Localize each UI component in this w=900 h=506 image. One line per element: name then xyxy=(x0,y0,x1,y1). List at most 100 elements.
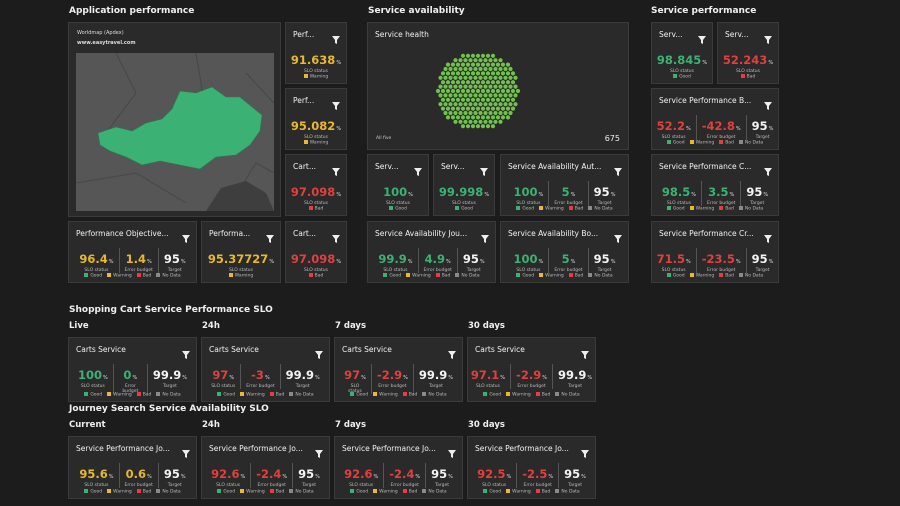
slo-tile[interactable]: Service Availability Bo... 100% SLO status… xyxy=(500,221,629,283)
metric: 95% Target xyxy=(425,463,458,488)
slo-tile[interactable]: Service Availability Jou... 99.9% SLO stat… xyxy=(367,221,496,283)
filter-icon[interactable] xyxy=(698,29,706,48)
legend-label: Bad xyxy=(541,392,551,397)
slo-tile[interactable]: Serv... 98.845% SLO status Good xyxy=(651,22,713,84)
filter-icon[interactable] xyxy=(315,344,323,363)
slo-tile[interactable]: Cart... 97.098% SLO status Bad xyxy=(285,154,347,216)
slo-tile[interactable]: Carts Service 100% SLO status 0% Error budge… xyxy=(68,337,197,402)
filter-icon[interactable] xyxy=(182,443,190,462)
metric-unit: % xyxy=(315,474,320,480)
metric-value: 52.2 xyxy=(656,119,685,133)
slo-tile[interactable]: Perf... 95.082% SLO status Warning xyxy=(285,88,347,150)
service-dot xyxy=(458,110,463,116)
filter-icon[interactable] xyxy=(481,228,489,247)
legend-item: No Data xyxy=(422,488,447,494)
service-dot xyxy=(465,124,471,129)
filter-icon[interactable] xyxy=(480,161,488,180)
service-dot xyxy=(453,58,458,63)
filter-icon[interactable] xyxy=(614,161,622,180)
legend-swatch xyxy=(689,205,694,210)
slo-tile[interactable]: Performa... 95.37727% SLO status Warning xyxy=(201,221,281,283)
filter-icon[interactable] xyxy=(581,344,589,363)
tile-title: Service Performance Jo... xyxy=(475,444,569,453)
filter-icon[interactable] xyxy=(332,29,340,48)
metric-label: SLO status xyxy=(666,201,691,206)
slo-tile[interactable]: Perf... 91.638% SLO status Warning xyxy=(285,22,347,84)
metric: 92.5% SLO status xyxy=(472,463,516,488)
service-dot xyxy=(505,115,511,120)
metric: 95% Target xyxy=(292,463,325,488)
service-dot xyxy=(465,97,471,102)
filter-icon[interactable] xyxy=(448,344,456,363)
filter-icon[interactable] xyxy=(448,443,456,462)
metric-label: Target xyxy=(302,483,316,488)
filter-icon[interactable] xyxy=(332,95,340,114)
filter-icon[interactable] xyxy=(332,228,340,247)
legend-item: Good xyxy=(455,205,473,211)
slo-tile[interactable]: Carts Service 97% SLO status -2.9% Error bud… xyxy=(334,337,463,402)
slo-tile[interactable]: Service Performance B... 52.2% SLO status -… xyxy=(651,88,779,150)
service-dot xyxy=(515,88,521,94)
filter-icon[interactable] xyxy=(581,443,589,462)
filter-icon[interactable] xyxy=(764,161,772,180)
metric: 95% Target xyxy=(745,115,778,140)
legend-item: Warning xyxy=(539,205,564,211)
legend-swatch xyxy=(373,391,378,396)
filter-icon[interactable] xyxy=(315,443,323,462)
tile-title: Service Performance Jo... xyxy=(209,444,303,453)
service-dot xyxy=(478,75,483,80)
filter-icon[interactable] xyxy=(182,344,190,363)
slo-tile[interactable]: Cart... 97.098% SLO status Bad xyxy=(285,221,347,283)
legend-item: Bad xyxy=(308,272,323,278)
filter-icon[interactable] xyxy=(764,95,772,114)
filter-icon[interactable] xyxy=(332,161,340,180)
slo-tile[interactable]: Service Performance Jo... 92.6% SLO status… xyxy=(334,436,463,499)
metrics: 96.4% SLO status 1.4% Error budget 95% Target xyxy=(73,248,192,273)
metric-unit: % xyxy=(229,375,235,381)
slo-tile[interactable]: Service Performance Jo... 95.6% SLO status… xyxy=(68,436,197,499)
metric-value: 3.5 xyxy=(708,185,729,199)
single-metric: 95.37727% SLO status xyxy=(202,248,280,273)
legend-label: Good xyxy=(461,206,473,211)
map-tile[interactable]: Worldmap (Apdex) www.easytravel.com xyxy=(68,22,281,217)
filter-icon[interactable] xyxy=(182,228,190,247)
metric-unit: % xyxy=(269,259,275,265)
filter-icon[interactable] xyxy=(414,161,422,180)
service-dot xyxy=(495,71,501,76)
metric-value: 95 xyxy=(746,185,763,199)
slo-tile[interactable]: Carts Service 97.1% SLO status -2.9% Error b… xyxy=(467,337,596,402)
slo-tile[interactable]: Service Performance Jo... 92.5% SLO status… xyxy=(467,436,596,499)
metric-value: 96.4 xyxy=(79,252,108,266)
service-dot xyxy=(435,88,441,94)
service-dot xyxy=(480,62,486,67)
filter-icon[interactable] xyxy=(614,228,622,247)
metric: 95.6% SLO status xyxy=(74,463,118,488)
filter-icon[interactable] xyxy=(764,228,772,247)
metric-value: 100 xyxy=(513,252,538,266)
metric-value: 95 xyxy=(751,252,768,266)
slo-tile[interactable]: Carts Service 97% SLO status -3% Error budge… xyxy=(201,337,330,402)
slo-tile[interactable]: Service Performance C... 98.5% SLO status 3… xyxy=(651,154,779,216)
slo-tile[interactable]: Service Performance Cr... 71.5% SLO status… xyxy=(651,221,779,283)
service-dot xyxy=(510,97,516,102)
metric-value: 95 xyxy=(163,252,180,266)
slo-tile[interactable]: Serv... 52.243% SLO status Bad xyxy=(717,22,779,84)
slo-tile[interactable]: Serv... 100% SLO status Good xyxy=(367,154,429,216)
slo-tile[interactable]: Service Availability Aut... 100% SLO statu… xyxy=(500,154,629,216)
metric-label: Error budget xyxy=(124,268,153,273)
metric: 97.1% SLO status xyxy=(468,364,510,389)
slo-tile[interactable]: Serv... 99.998% SLO status Good xyxy=(433,154,495,216)
metric-label: SLO status xyxy=(303,201,328,206)
legend-swatch xyxy=(738,205,743,210)
metric-value-line: 95% xyxy=(164,463,186,482)
health-tile[interactable]: Service health All five 675 xyxy=(367,22,629,150)
slo-tile[interactable]: Service Performance Jo... 92.6% SLO status… xyxy=(201,436,330,499)
metrics: 92.5% SLO status -2.5% Error budget 95% Targe… xyxy=(472,463,591,488)
metric-label: SLO status xyxy=(349,483,374,488)
service-dot xyxy=(500,62,506,67)
slo-tile[interactable]: Performance Objective... 96.4% SLO status 1… xyxy=(68,221,197,283)
service-dot xyxy=(473,58,478,63)
filter-icon[interactable] xyxy=(266,228,274,247)
tile-title: Serv... xyxy=(441,162,465,171)
filter-icon[interactable] xyxy=(764,29,772,48)
